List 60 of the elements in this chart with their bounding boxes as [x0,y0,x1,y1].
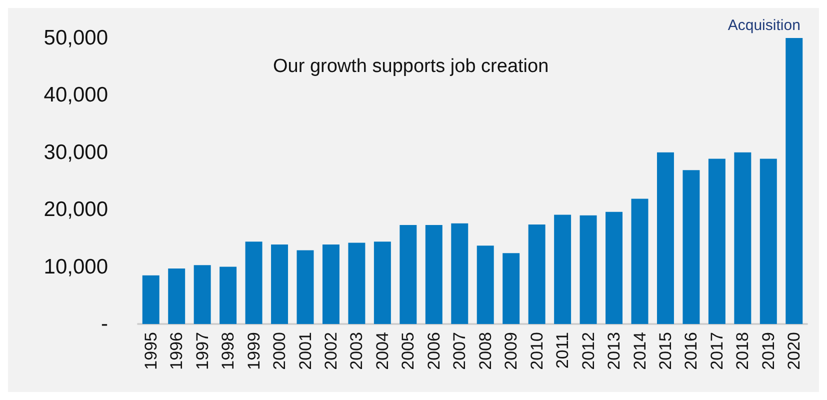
x-tick-label: 2020 [784,332,804,370]
bar [142,275,160,324]
x-tick-label: 2019 [758,332,778,370]
y-tick-label: 40,000 [44,84,108,107]
x-tick-label: 1996 [167,332,186,370]
x-tick-label: 2005 [398,332,418,370]
x-tick-label: 2012 [578,332,598,370]
bar [708,158,726,324]
x-tick-label: 2003 [347,332,366,370]
x-tick-label: 2014 [630,332,650,370]
bar [786,38,803,324]
text: Our growth supports job creation [273,56,549,77]
x-tick-label: 2011 [553,332,572,369]
bar [760,158,777,324]
y-tick-label: 50,000 [44,26,108,50]
x-tick-label: 2009 [502,332,521,370]
bar [476,246,494,324]
x-tick-label: 2013 [604,332,624,370]
x-tick-label: 2004 [372,332,392,370]
x-tick-label: 2016 [682,332,701,370]
x-tick-label: 2001 [296,332,315,370]
bar [322,244,340,324]
x-tick-label: 2008 [476,332,495,370]
bar [554,214,572,324]
bar [425,225,442,324]
bar [296,250,314,324]
x-tick-label: 2006 [424,332,444,370]
x-tick-label: 2002 [321,332,340,370]
x-tick-label: 2000 [270,332,290,370]
y-tick-label: - [101,312,108,336]
bar [734,152,752,324]
bar [400,225,417,324]
bar [168,268,186,324]
bar [631,198,648,324]
bar [220,266,237,324]
bar [502,253,520,324]
x-tick-label: 1995 [141,332,160,370]
bar [580,215,597,324]
bar [451,223,468,324]
annotation: Acquisition [728,17,800,34]
bar [682,170,700,324]
bar [245,242,262,324]
x-tick-label: 1999 [244,332,264,370]
bar [194,265,211,324]
bar [528,224,546,324]
y-tick-label: 10,000 [44,255,108,278]
bar [374,242,391,324]
y-tick-label: 20,000 [44,198,108,222]
bar [656,152,674,324]
x-tick-label: 1997 [192,332,212,370]
x-tick-label: 2007 [450,332,470,370]
x-tick-label: 2017 [707,332,726,370]
x-tick-label: 1998 [218,332,238,370]
bar [348,242,366,324]
y-tick-label: 30,000 [44,140,108,164]
x-tick-label: 2018 [733,332,752,370]
bar [271,244,288,324]
x-tick-label: 2010 [527,332,546,370]
x-tick-label: 2015 [656,332,675,370]
bar [606,212,623,324]
